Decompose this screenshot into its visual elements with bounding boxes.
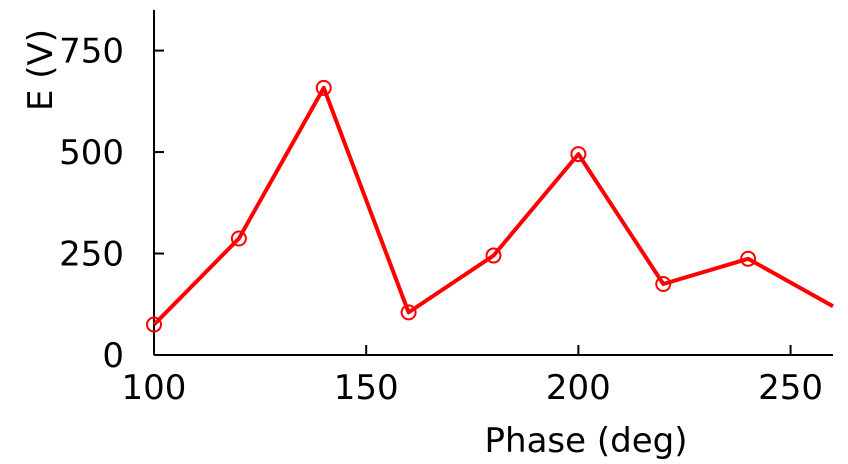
y-tick-label: 0 (102, 336, 124, 376)
data-point (740, 250, 757, 267)
x-tick-label: 250 (758, 368, 823, 408)
data-point (146, 316, 162, 333)
data-point (655, 275, 672, 292)
series-layer (146, 79, 834, 333)
series-line-0 (152, 85, 834, 327)
data-point (400, 304, 417, 321)
y-tick-label: 500 (59, 133, 124, 173)
axes (153, 10, 833, 356)
x-axis-label: Phase (deg) (485, 421, 688, 461)
data-point (230, 230, 247, 247)
y-tick-label: 250 (59, 235, 124, 275)
data-point (315, 79, 332, 96)
x-tick-label: 100 (122, 368, 187, 408)
y-axis-label: E (V) (21, 29, 61, 111)
ticks: 100 150 200 250 0 250 500 750 (59, 32, 823, 408)
data-point (570, 146, 587, 163)
data-point (485, 247, 502, 264)
x-tick-label: 150 (334, 368, 399, 408)
y-tick-label: 750 (59, 32, 124, 72)
x-tick-label: 200 (546, 368, 611, 408)
